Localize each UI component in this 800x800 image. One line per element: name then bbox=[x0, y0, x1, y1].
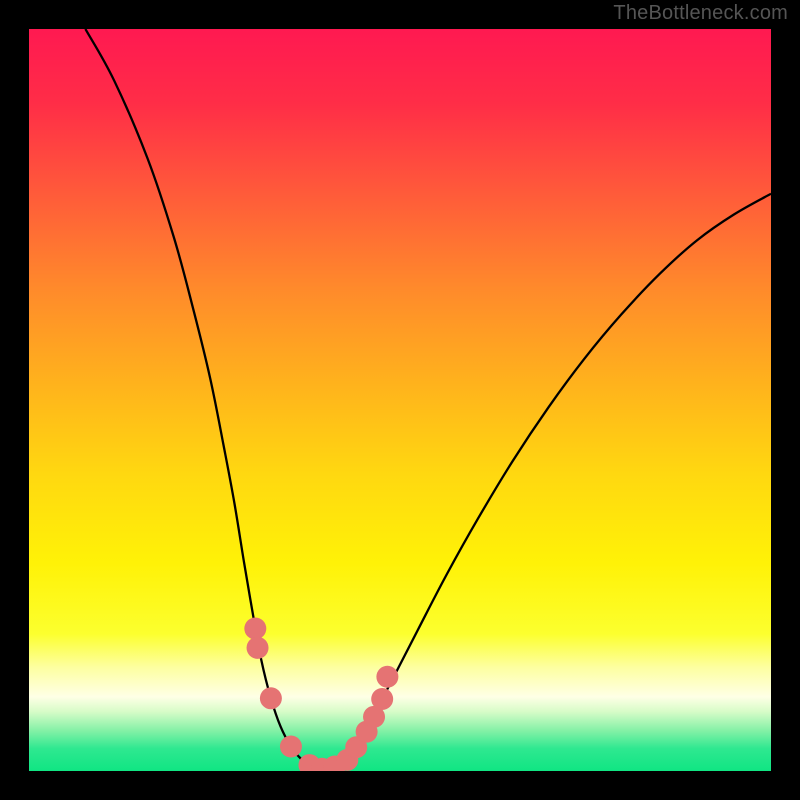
markers-left bbox=[244, 618, 333, 771]
data-marker bbox=[244, 618, 266, 640]
data-marker bbox=[247, 637, 269, 659]
watermark-label: TheBottleneck.com bbox=[613, 2, 788, 25]
data-marker bbox=[376, 666, 398, 688]
chart-svg bbox=[29, 29, 771, 771]
data-marker bbox=[371, 688, 393, 710]
data-marker bbox=[260, 687, 282, 709]
data-marker bbox=[280, 736, 302, 758]
markers-right bbox=[324, 666, 399, 771]
bottleneck-chart bbox=[29, 29, 771, 771]
left-curve bbox=[85, 29, 322, 770]
